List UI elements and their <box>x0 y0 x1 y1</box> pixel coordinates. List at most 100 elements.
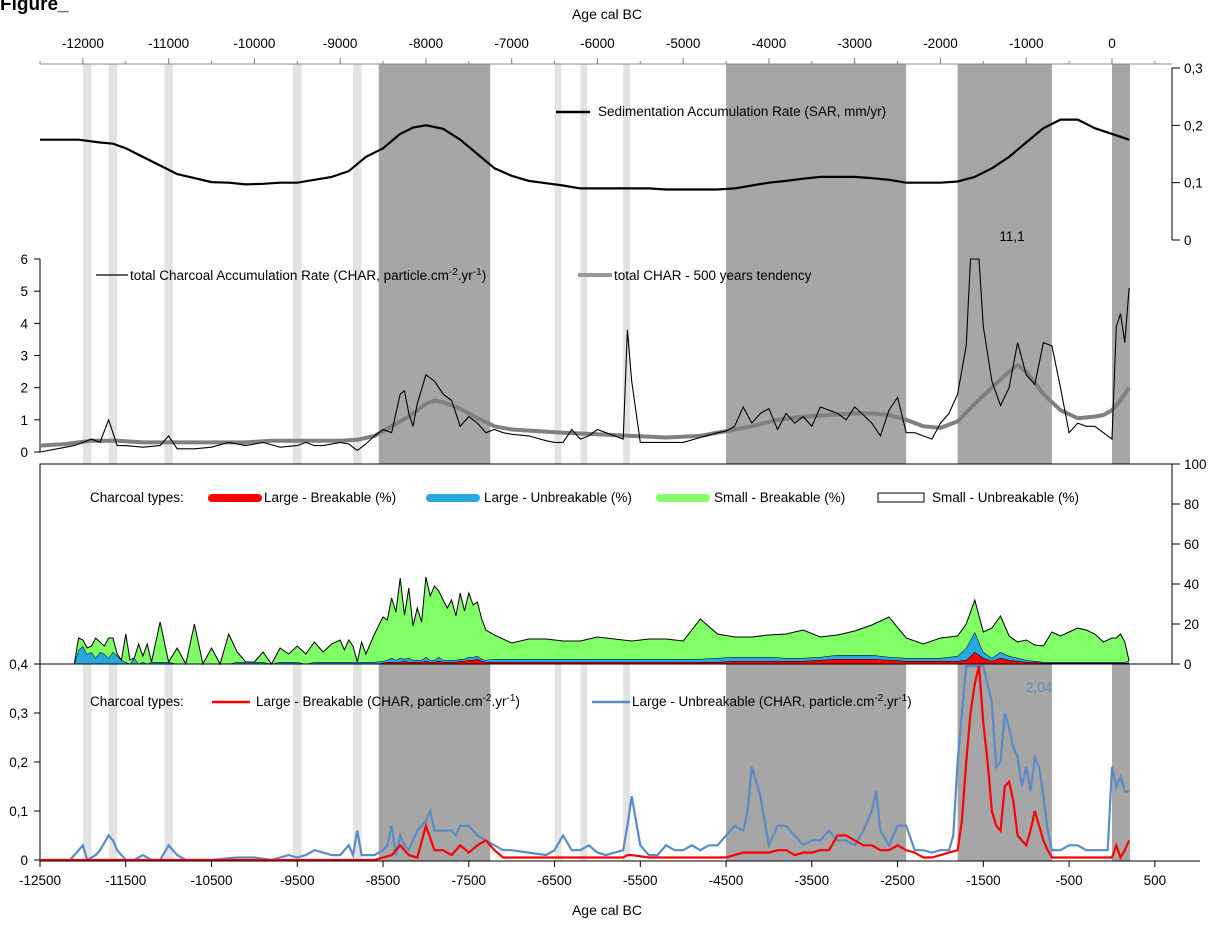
percent-legend-prefix: Charcoal types: <box>90 490 184 505</box>
light-band-3 <box>292 64 302 861</box>
dark-band-1 <box>726 64 907 861</box>
top-tick-label-4: -8000 <box>409 36 444 51</box>
light-band-1 <box>108 64 118 861</box>
large-breakable-line <box>40 665 1131 862</box>
large-legend-label-1: Large - Unbreakable (CHAR, particle.cm-2… <box>632 693 912 709</box>
bottom-tick-label-7: -5500 <box>623 873 658 888</box>
light-band-4 <box>353 64 362 861</box>
legend-part: .yr <box>883 694 899 709</box>
char-tendency-line <box>39 363 1131 448</box>
large-peak-label: 2,04 <box>1026 680 1053 695</box>
percent-area-2 <box>40 577 1130 664</box>
large-legend-label-0: Large - Breakable (CHAR, particle.cm-2.y… <box>256 693 520 709</box>
legend-part: -2 <box>874 693 883 704</box>
char-tick-label-1: 1 <box>20 413 28 428</box>
top-tick-label-9: -3000 <box>837 36 872 51</box>
dark-band-3 <box>1111 64 1130 861</box>
percent-area-0 <box>40 652 1130 664</box>
percent-legend-label-0: Large - Breakable (%) <box>264 490 396 505</box>
percent-tick-label-0: 0 <box>1184 657 1192 672</box>
light-band-6 <box>580 64 588 861</box>
char-tick-label-2: 2 <box>20 381 28 396</box>
figure-label: Figure_ <box>0 0 69 15</box>
percent-panel-frame <box>39 463 1173 665</box>
bottom-age-axis: -12500 -11500 -10500 -9500 -8500 -7500 -6500 -5… <box>19 860 1200 918</box>
bottom-tick-label-0: -12500 <box>19 873 61 888</box>
highlight-bands <box>82 64 1130 861</box>
legend-part: Large - Unbreakable (CHAR, particle.cm <box>632 694 874 709</box>
percent-tick-label-1: 20 <box>1184 617 1199 632</box>
bottom-tick-label-5: -7500 <box>452 873 487 888</box>
percent-legend-label-3: Small - Unbreakable (%) <box>932 490 1079 505</box>
top-tick-label-5: -7000 <box>494 36 529 51</box>
sar-tick-label-3: 0,3 <box>1184 61 1203 76</box>
top-tick-label-1: -11000 <box>148 36 189 51</box>
charcoal-types-char-panel: 0 0,1 0,2 0,3 0,4 2,04 Charcoal types: Large - … <box>9 657 1131 868</box>
bottom-tick-label-10: -2500 <box>880 873 915 888</box>
percent-legend-swatch-3 <box>877 492 925 503</box>
legend-part: .yr <box>492 694 508 709</box>
large-tick-label-1: 0,1 <box>9 804 28 819</box>
char-tick-label-6: 6 <box>20 252 28 267</box>
percent-tick-label-2: 40 <box>1184 577 1199 592</box>
bottom-tick-label-2: -10500 <box>190 873 232 888</box>
legend-part: ) <box>482 268 487 283</box>
percent-legend-label-2: Small - Breakable (%) <box>714 490 845 505</box>
large-legend-prefix: Charcoal types: <box>90 694 184 709</box>
top-tick-label-6: -6000 <box>580 36 615 51</box>
char-total-line <box>39 258 1130 453</box>
bottom-tick-label-4: -8500 <box>366 873 401 888</box>
dark-band-0 <box>378 64 491 861</box>
char-tick-label-3: 3 <box>20 349 28 364</box>
top-age-axis: Age cal BC-12000 -11000 -10000 -9000 -8000 -7… <box>39 6 1172 65</box>
legend-part: Large - Breakable (CHAR, particle.cm <box>256 694 483 709</box>
charcoal-types-percent-panel: 0 20 40 60 80 100 Charcoal types: Large - Break… <box>39 457 1207 672</box>
char-peak-label: 11,1 <box>999 229 1024 244</box>
percent-boundary-2 <box>40 576 1130 666</box>
char-legend-total-label: total Charcoal Accumulation Rate (CHAR, … <box>130 267 486 283</box>
char-panel: 0 1 2 3 4 5 6 11,1 total Charcoal Accumulation R… <box>20 229 1131 460</box>
sar-line <box>40 118 1130 191</box>
large-tick-label-4: 0,4 <box>9 657 28 672</box>
legend-part: -1 <box>507 693 516 704</box>
char-tick-label-0: 0 <box>20 445 28 460</box>
sar-tick-label-1: 0,1 <box>1184 176 1203 191</box>
top-axis-title: Age cal BC <box>572 6 642 22</box>
legend-part: ) <box>907 694 912 709</box>
bottom-tick-label-6: -6500 <box>537 873 572 888</box>
light-band-7 <box>623 64 631 861</box>
top-tick-label-7: -5000 <box>666 36 701 51</box>
bottom-axis-title: Age cal BC <box>572 902 642 918</box>
percent-tick-label-4: 80 <box>1184 497 1199 512</box>
char-tick-label-4: 4 <box>20 316 28 331</box>
bottom-tick-label-9: -3500 <box>795 873 830 888</box>
top-tick-label-12: 0 <box>1108 36 1116 51</box>
light-band-5 <box>554 64 562 861</box>
legend-part: total Charcoal Accumulation Rate (CHAR, … <box>130 268 449 283</box>
dark-band-2 <box>957 64 1052 861</box>
sar-tick-label-0: 0 <box>1184 233 1192 248</box>
bottom-tick-label-3: -9500 <box>280 873 315 888</box>
percent-tick-label-5: 100 <box>1184 457 1207 472</box>
light-band-0 <box>82 64 92 861</box>
percent-legend-label-1: Large - Unbreakable (%) <box>484 490 632 505</box>
bottom-tick-label-11: -1500 <box>966 873 1001 888</box>
light-band-2 <box>164 64 173 861</box>
bottom-tick-label-1: -11500 <box>105 873 146 888</box>
top-tick-label-2: -10000 <box>233 36 275 51</box>
percent-tick-label-3: 60 <box>1184 537 1199 552</box>
char-tick-label-5: 5 <box>20 284 28 299</box>
large-tick-label-2: 0,2 <box>9 755 28 770</box>
sar-panel: 0 0,1 0,2 0,3 Sedimentation Accumulation Rat… <box>40 61 1203 248</box>
legend-part: -1 <box>473 267 482 278</box>
sar-tick-label-2: 0,2 <box>1184 118 1203 133</box>
bottom-tick-label-12: -500 <box>1056 873 1083 888</box>
top-tick-label-11: -1000 <box>1009 36 1044 51</box>
bottom-tick-label-13: 500 <box>1144 873 1167 888</box>
percent-area-1 <box>40 632 1130 664</box>
bottom-tick-label-8: -4500 <box>709 873 744 888</box>
top-tick-label-8: -4000 <box>752 36 787 51</box>
legend-part: ) <box>515 694 520 709</box>
legend-part: -2 <box>483 693 492 704</box>
